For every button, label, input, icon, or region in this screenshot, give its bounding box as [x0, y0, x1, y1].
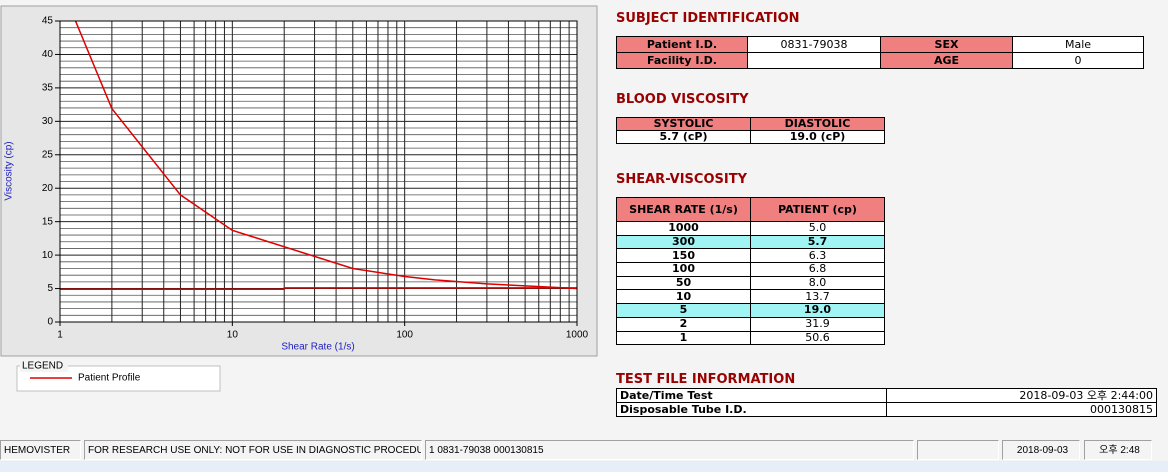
data-line — [74, 21, 577, 290]
table-row: Date/Time Test 2018-09-03 오후 2:44:00 — [616, 388, 1157, 403]
section-title: SHEAR-VISCOSITY — [616, 172, 747, 187]
table-cell: 2 — [616, 316, 751, 332]
table-cell: SYSTOLIC — [616, 117, 751, 131]
table-cell: 5.0 — [750, 221, 885, 236]
legend-title: LEGEND — [22, 361, 63, 372]
y-tick-label: 15 — [42, 216, 54, 227]
section-title: SUBJECT IDENTIFICATION — [616, 11, 800, 26]
table-row: Disposable Tube I.D. 000130815 — [616, 402, 1157, 417]
table-cell: 2018-09-03 오후 2:44:00 — [886, 388, 1157, 403]
table-row: SYSTOLIC DIASTOLIC — [616, 117, 885, 131]
table-cell: 1000 — [616, 221, 751, 236]
table-cell: 000130815 — [886, 402, 1157, 417]
table-cell: 5.7 — [750, 234, 885, 250]
table-cell: 0 — [1012, 52, 1144, 69]
table-cell: SHEAR RATE (1/s) — [616, 197, 751, 222]
table-row: SHEAR RATE (1/s) PATIENT (cp) — [616, 197, 885, 222]
table-cell: Patient I.D. — [616, 36, 748, 53]
table-row: 5.7 (cP) 19.0 (cP) — [616, 130, 885, 144]
table-row: Facility I.D. AGE 0 — [616, 52, 1144, 69]
y-tick-label: 20 — [42, 183, 54, 194]
table-row: Patient I.D. 0831-79038 SEX Male — [616, 36, 1144, 53]
table-row: 150 6.3 — [616, 248, 885, 264]
data-table: Patient I.D. 0831-79038 SEX Male Facility I.… — [616, 36, 1144, 69]
table-cell — [747, 52, 881, 69]
status-cell: 2018-09-03 — [1002, 440, 1080, 460]
table-row: 300 5.7 — [616, 234, 885, 250]
data-table: SYSTOLIC DIASTOLIC 5.7 (cP) 19.0 (cP) — [616, 117, 885, 144]
y-tick-label: 40 — [42, 49, 54, 60]
y-tick-label: 45 — [42, 16, 54, 27]
table-cell: 6.8 — [750, 262, 885, 277]
table-cell: 50.6 — [750, 330, 885, 346]
table-row: 100 6.8 — [616, 262, 885, 277]
x-tick-label: 1 — [57, 330, 63, 341]
table-cell: 50 — [616, 275, 751, 291]
data-table: Date/Time Test 2018-09-03 오후 2:44:00 Dispo… — [616, 388, 1157, 417]
table-cell: 5.7 (cP) — [616, 130, 751, 144]
table-cell: 19.0 (cP) — [750, 130, 885, 144]
table-cell: 31.9 — [750, 316, 885, 332]
y-tick-label: 25 — [42, 149, 54, 160]
y-tick-label: 5 — [47, 283, 53, 294]
table-cell: Male — [1012, 36, 1144, 53]
x-tick-label: 100 — [396, 330, 413, 341]
table-cell: 100 — [616, 262, 751, 277]
table-row: 5 19.0 — [616, 303, 885, 318]
table-cell: 19.0 — [750, 303, 885, 318]
y-tick-label: 35 — [42, 83, 54, 94]
table-row: 50 8.0 — [616, 275, 885, 291]
y-tick-label: 10 — [42, 250, 54, 261]
status-cell: HEMOVISTER — [0, 440, 81, 460]
table-cell: 5 — [616, 303, 751, 318]
data-table: SHEAR RATE (1/s) PATIENT (cp) 1000 5.0 300 5.… — [616, 197, 885, 346]
y-tick-label: 0 — [47, 317, 53, 328]
table-row: 1000 5.0 — [616, 221, 885, 236]
table-row: 10 13.7 — [616, 289, 885, 305]
status-cell: FOR RESEARCH USE ONLY: NOT FOR USE IN DI… — [84, 440, 422, 460]
legend-title-bg — [20, 360, 68, 372]
table-cell: Facility I.D. — [616, 52, 748, 69]
table-row: 2 31.9 — [616, 316, 885, 332]
chart: Shear Rate (1/s) Viscosity (cp) LEGEND P… — [0, 5, 598, 392]
table-row: 1 50.6 — [616, 330, 885, 346]
table-cell: 8.0 — [750, 275, 885, 291]
table-cell: Date/Time Test — [616, 388, 887, 403]
status-cell: 1 0831-79038 000130815 — [425, 440, 914, 460]
table-cell: AGE — [880, 52, 1013, 69]
table-cell: 6.3 — [750, 248, 885, 264]
status-cell — [917, 440, 999, 460]
table-cell: 300 — [616, 234, 751, 250]
table-cell: PATIENT (cp) — [750, 197, 885, 222]
x-tick-label: 10 — [227, 330, 239, 341]
status-cell: 오후 2:48 — [1084, 440, 1152, 460]
table-cell: Disposable Tube I.D. — [616, 402, 887, 417]
table-cell: SEX — [880, 36, 1013, 53]
table-cell: 0831-79038 — [747, 36, 881, 53]
x-tick-label: 1000 — [566, 330, 589, 341]
table-cell: 10 — [616, 289, 751, 305]
table-cell: 150 — [616, 248, 751, 264]
plot-frame — [59, 20, 578, 323]
taskbar-strip — [0, 461, 1168, 472]
plot-area — [60, 21, 577, 322]
table-cell: 1 — [616, 330, 751, 346]
data-line — [60, 287, 577, 290]
y-tick-label: 30 — [42, 116, 54, 127]
section-title: BLOOD VISCOSITY — [616, 92, 749, 107]
table-cell: DIASTOLIC — [750, 117, 885, 131]
section-title: TEST FILE INFORMATION — [616, 372, 796, 387]
x-axis-label: Shear Rate (1/s) — [281, 342, 354, 353]
table-cell: 13.7 — [750, 289, 885, 305]
legend-label: Patient Profile — [78, 373, 141, 384]
y-axis-label: Viscosity (cp) — [4, 141, 15, 200]
